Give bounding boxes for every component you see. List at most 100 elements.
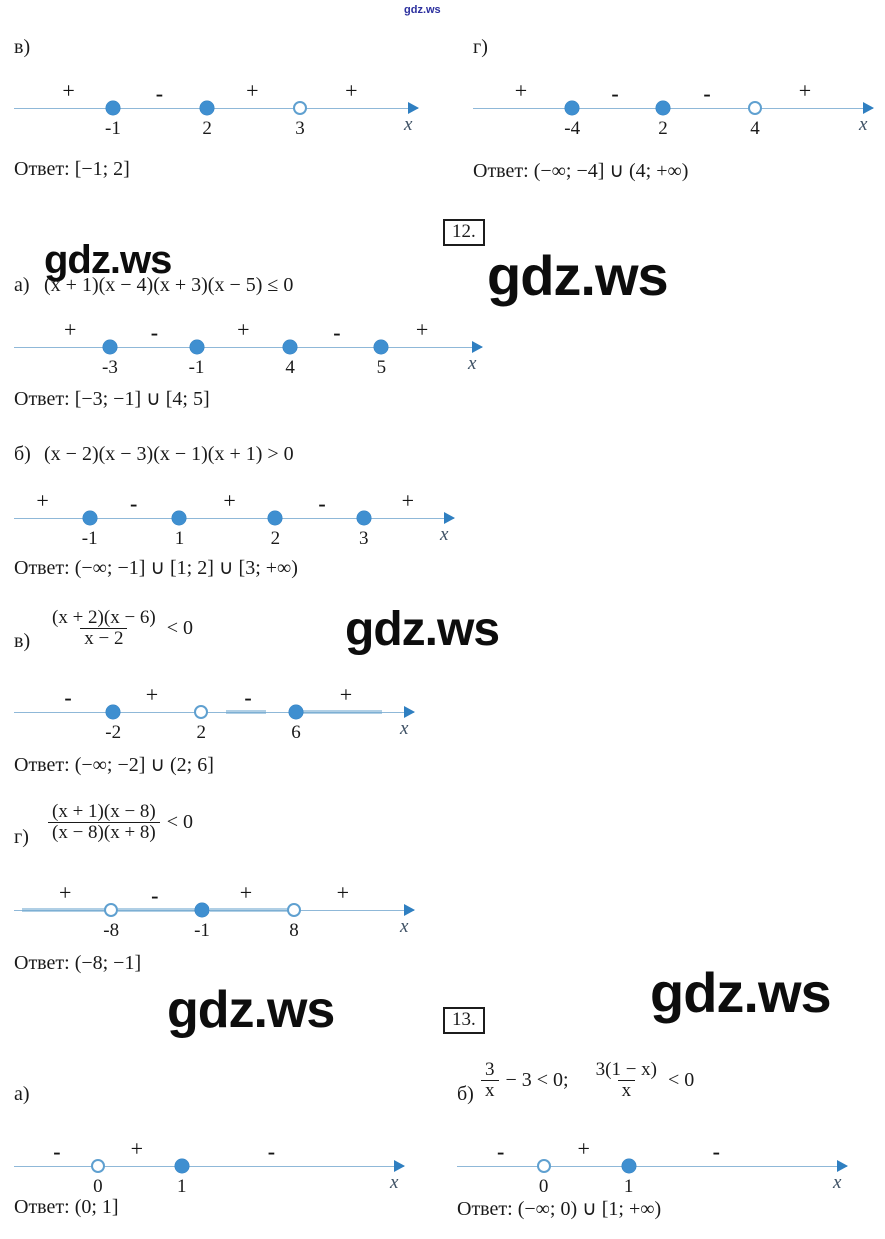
answer-label: Ответ:: [14, 1196, 70, 1218]
expression-p12-b: (x − 2)(x − 3)(x − 1)(x + 1) > 0: [44, 443, 294, 466]
interval-sign-plus: +: [237, 317, 250, 342]
axis-arrow-icon: [837, 1160, 848, 1172]
axis-highlight-segment: [302, 710, 382, 714]
watermark-gdz: gdz.ws: [404, 4, 441, 16]
axis-line: [14, 108, 418, 109]
axis-x-label: x: [440, 524, 449, 545]
axis-x-label: x: [859, 114, 868, 135]
interval-sign-plus: +: [336, 880, 350, 905]
expression-p12-a: (x + 1)(x − 4)(x + 3)(x − 5) ≤ 0: [44, 274, 293, 297]
answer-p12-b: Ответ: (−∞; −1] ∪ [1; 2] ∪ [3; +∞): [14, 555, 298, 580]
axis-arrow-icon: [408, 102, 419, 114]
number-line-p12-g: x -8 -1 8 + - + +: [14, 882, 415, 946]
fraction: (x + 2)(x − 6) x − 2: [48, 608, 160, 649]
point-marker-open: [536, 1159, 551, 1173]
axis-line: [14, 518, 454, 519]
fraction-numerator: 3: [485, 1059, 495, 1080]
interval-sign-minus: -: [611, 81, 619, 106]
point-marker-open: [194, 705, 209, 719]
expression-p12-g: (x + 1)(x − 8) (x − 8)(x + 8) < 0: [44, 802, 193, 843]
watermark-gdz: gdz.ws: [44, 238, 172, 282]
tick-label: -4: [564, 118, 581, 139]
fraction-numerator: 3(1 − x): [595, 1059, 657, 1080]
point-marker-filled: [268, 511, 283, 525]
watermark-gdz: gdz.ws: [345, 603, 500, 656]
tick-label: 1: [176, 1176, 187, 1197]
point-marker-open: [287, 903, 301, 917]
interval-sign-minus: -: [497, 1139, 505, 1164]
interval-sign-minus: -: [151, 883, 159, 908]
axis-line: [14, 347, 482, 348]
point-marker-filled: [82, 511, 97, 525]
interval-sign-plus: +: [63, 317, 77, 342]
axis-line: [457, 1166, 847, 1167]
axis-arrow-icon: [404, 904, 415, 916]
axis-highlight-segment: [22, 908, 110, 912]
axis-line: [473, 108, 873, 109]
answer-p12-v: Ответ: (−∞; −2] ∪ (2; 6]: [14, 752, 214, 777]
item-letter-top-v: в): [14, 36, 31, 58]
answer-label: Ответ:: [473, 160, 529, 182]
point-marker-filled: [106, 705, 121, 719]
relation-symbol: < 0: [166, 616, 194, 639]
point-marker-open: [293, 101, 308, 115]
tick-label: -8: [103, 920, 120, 941]
fraction-denominator: (x − 8)(x + 8): [48, 821, 160, 843]
answer-value: (−∞; −4] ∪ (4; +∞): [528, 160, 689, 182]
point-marker-filled: [200, 101, 215, 115]
axis-line: [14, 1166, 404, 1167]
fraction-numerator: (x + 1)(x − 8): [52, 801, 156, 822]
first-tail: − 3 < 0;: [505, 1068, 569, 1091]
problem-number-box: 12.: [443, 219, 485, 246]
fraction-denominator: x: [617, 1079, 636, 1101]
item-letter-p12-a: а): [14, 274, 30, 296]
answer-value: (−8; −1]: [69, 952, 142, 974]
tick-label: -1: [188, 357, 205, 378]
tick-label: 6: [291, 722, 301, 743]
axis-highlight-segment: [226, 710, 266, 714]
interval-sign-plus: +: [401, 488, 415, 513]
number-line-p13-a: x 0 1 - + -: [14, 1138, 405, 1202]
point-marker-filled: [283, 340, 298, 354]
item-letter-p12-b: б): [14, 443, 31, 465]
point-marker-open: [90, 1159, 105, 1173]
interval-sign-minus: -: [333, 320, 341, 345]
interval-sign-minus: -: [267, 1139, 276, 1164]
problem-number-box: 13.: [443, 1007, 485, 1034]
answer-label: Ответ:: [14, 158, 70, 180]
tick-label: 4: [285, 357, 295, 378]
watermark-gdz: gdz.ws: [167, 981, 335, 1039]
answer-top-v: Ответ: [−1; 2]: [14, 158, 130, 181]
watermark-gdz: gdz.ws: [487, 244, 669, 307]
point-marker-filled: [621, 1159, 636, 1173]
answer-p12-g: Ответ: (−8; −1]: [14, 952, 141, 975]
interval-sign-plus: +: [62, 78, 75, 103]
tick-label: 2: [202, 118, 212, 139]
axis-arrow-icon: [404, 706, 415, 718]
axis-arrow-icon: [394, 1160, 405, 1172]
relation-symbol: < 0: [668, 1068, 695, 1091]
point-marker-filled: [189, 340, 204, 354]
tick-label: 2: [196, 722, 206, 743]
tick-label: 4: [750, 118, 760, 139]
point-marker-open: [748, 101, 762, 115]
answer-label: Ответ:: [457, 1198, 513, 1220]
answer-p13-b: Ответ: (−∞; 0) ∪ [1; +∞): [457, 1196, 661, 1221]
number-line-top-g: x -4 2 4 + - - +: [473, 80, 874, 144]
interval-sign-plus: +: [514, 78, 528, 103]
fraction-second: 3(1 − x) x: [592, 1060, 661, 1101]
axis-x-label: x: [400, 916, 409, 937]
tick-label: 0: [538, 1176, 549, 1197]
answer-value: [−3; −1] ∪ [4; 5]: [69, 388, 210, 410]
interval-sign-plus: +: [130, 1136, 144, 1161]
point-marker-filled: [172, 511, 187, 525]
tick-label: 0: [93, 1176, 103, 1197]
answer-value: (−∞; 0) ∪ [1; +∞): [512, 1198, 662, 1220]
number-line-p13-b: x 0 1 - + -: [457, 1138, 848, 1202]
interval-sign-minus: -: [703, 81, 711, 106]
fraction: (x + 1)(x − 8) (x − 8)(x + 8): [48, 802, 160, 843]
interval-sign-minus: -: [318, 491, 326, 516]
interval-sign-plus: +: [246, 78, 259, 103]
point-marker-filled: [289, 705, 303, 719]
